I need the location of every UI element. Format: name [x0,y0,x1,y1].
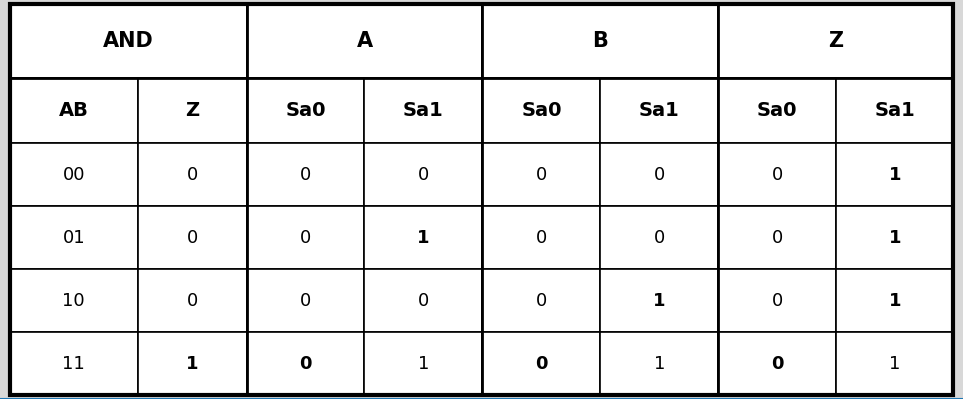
FancyBboxPatch shape [482,206,600,269]
Text: 10: 10 [63,292,85,310]
Text: 1: 1 [653,292,665,310]
Text: 0: 0 [771,166,783,184]
Text: 0: 0 [535,166,547,184]
Text: 0: 0 [654,229,665,247]
FancyBboxPatch shape [718,4,953,78]
Text: 11: 11 [63,355,85,373]
Text: Sa1: Sa1 [403,101,444,120]
FancyBboxPatch shape [482,78,600,143]
FancyBboxPatch shape [364,269,482,332]
Text: 0: 0 [187,166,197,184]
Text: 0: 0 [771,292,783,310]
Text: 0: 0 [771,355,784,373]
FancyBboxPatch shape [600,143,718,206]
FancyBboxPatch shape [364,206,482,269]
FancyBboxPatch shape [836,269,953,332]
Text: Sa0: Sa0 [757,101,797,120]
FancyBboxPatch shape [482,269,600,332]
Text: 1: 1 [889,229,901,247]
Text: 0: 0 [187,292,197,310]
FancyBboxPatch shape [600,332,718,395]
Text: 1: 1 [889,166,901,184]
Text: 0: 0 [418,292,429,310]
FancyBboxPatch shape [138,206,247,269]
FancyBboxPatch shape [10,269,138,332]
FancyBboxPatch shape [10,4,247,78]
FancyBboxPatch shape [836,143,953,206]
FancyBboxPatch shape [364,78,482,143]
FancyBboxPatch shape [247,269,364,332]
Text: AND: AND [103,31,153,51]
Text: Sa1: Sa1 [874,101,915,120]
FancyBboxPatch shape [364,332,482,395]
FancyBboxPatch shape [836,332,953,395]
Text: 0: 0 [535,229,547,247]
Text: Z: Z [828,31,844,51]
FancyBboxPatch shape [138,269,247,332]
Text: 1: 1 [889,355,900,373]
FancyBboxPatch shape [836,78,953,143]
Text: 0: 0 [187,229,197,247]
FancyBboxPatch shape [600,206,718,269]
FancyBboxPatch shape [247,332,364,395]
FancyBboxPatch shape [718,269,836,332]
Text: 00: 00 [63,166,85,184]
FancyBboxPatch shape [138,143,247,206]
FancyBboxPatch shape [600,78,718,143]
Text: Sa1: Sa1 [639,101,680,120]
FancyBboxPatch shape [247,4,482,78]
Text: 0: 0 [771,229,783,247]
Text: 1: 1 [417,229,429,247]
FancyBboxPatch shape [836,206,953,269]
Text: 0: 0 [535,292,547,310]
Text: 1: 1 [186,355,198,373]
Text: A: A [356,31,373,51]
Text: 1: 1 [418,355,429,373]
Text: B: B [592,31,609,51]
FancyBboxPatch shape [600,269,718,332]
Text: 1: 1 [654,355,665,373]
Text: 0: 0 [418,166,429,184]
Text: 0: 0 [535,355,548,373]
FancyBboxPatch shape [247,78,364,143]
FancyBboxPatch shape [482,332,600,395]
FancyBboxPatch shape [10,206,138,269]
Text: 0: 0 [299,229,311,247]
FancyBboxPatch shape [10,332,138,395]
Text: 1: 1 [889,292,901,310]
Text: 0: 0 [299,166,311,184]
Text: 0: 0 [299,355,312,373]
Text: Sa0: Sa0 [521,101,561,120]
FancyBboxPatch shape [247,206,364,269]
FancyBboxPatch shape [718,332,836,395]
FancyBboxPatch shape [718,206,836,269]
FancyBboxPatch shape [364,143,482,206]
Text: Z: Z [185,101,199,120]
Text: AB: AB [59,101,89,120]
FancyBboxPatch shape [247,143,364,206]
FancyBboxPatch shape [138,332,247,395]
FancyBboxPatch shape [482,143,600,206]
Text: 01: 01 [63,229,85,247]
Text: 0: 0 [654,166,665,184]
Text: Sa0: Sa0 [285,101,325,120]
FancyBboxPatch shape [482,4,718,78]
FancyBboxPatch shape [138,78,247,143]
FancyBboxPatch shape [10,78,138,143]
FancyBboxPatch shape [10,143,138,206]
Text: 0: 0 [299,292,311,310]
FancyBboxPatch shape [718,78,836,143]
FancyBboxPatch shape [718,143,836,206]
